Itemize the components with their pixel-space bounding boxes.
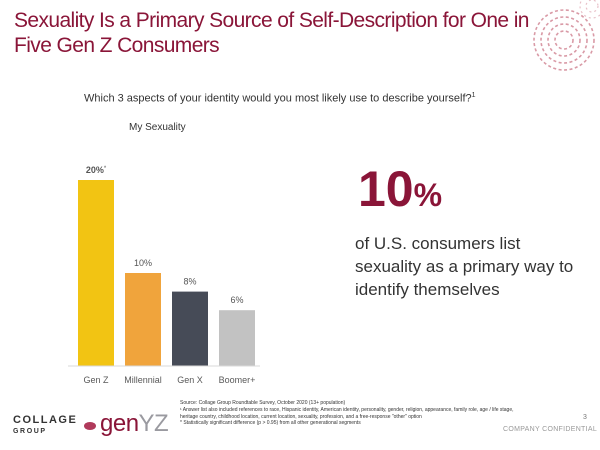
big-stat-number: 10 [358, 161, 414, 217]
collage-group-logo: COLLAGE GROUP [13, 414, 77, 438]
footnotes: Source: Collage Group Roundtable Survey,… [180, 400, 520, 427]
value-label-boomer: 6% [230, 295, 243, 305]
bar-millennial [125, 273, 161, 366]
bar-boomer [219, 310, 255, 366]
bar-chart: 20%* Gen Z 10% Millennial 8% Gen X 6% Boomer+ [68, 165, 260, 385]
genyz-logo-yz: YZ [138, 410, 169, 437]
question-text: Which 3 aspects of your identity would y… [84, 92, 472, 105]
slide-title: Sexuality Is a Primary Source of Self-De… [14, 9, 529, 57]
value-label-gen-x: 8% [183, 277, 196, 287]
survey-question: Which 3 aspects of your identity would y… [84, 92, 476, 105]
big-stat-description: of U.S. consumers list sexuality as a pr… [355, 234, 574, 299]
bar-gen-z [78, 180, 114, 366]
page-number: 3 [583, 414, 587, 421]
chart-title: My Sexuality [129, 122, 186, 133]
decorative-circles-icon [533, 0, 600, 71]
significance-marker: * [104, 166, 107, 172]
genyz-logo-gen: gen [100, 410, 139, 437]
category-label-gen-z: Gen Z [83, 375, 109, 385]
footnote-source: Source: Collage Group Roundtable Survey,… [180, 400, 346, 406]
collage-logo-line2: GROUP [13, 428, 47, 435]
category-label-boomer: Boomer+ [219, 375, 256, 385]
category-label-gen-x: Gen X [177, 375, 203, 385]
category-label-millennial: Millennial [124, 375, 162, 385]
logo-separator-dot-icon [84, 422, 96, 430]
value-label-millennial: 10% [134, 258, 152, 268]
confidential-label: COMPANY CONFIDENTIAL [503, 426, 598, 433]
big-stat: 10% [358, 162, 442, 222]
question-footnote-marker: 1 [471, 92, 476, 99]
big-stat-unit: % [413, 177, 443, 213]
footnote-answer-list: ¹ Answer list also included references t… [180, 406, 514, 420]
footnote-significance: * Statistically significant difference (… [180, 420, 361, 427]
value-label-gen-z: 20%* [86, 165, 107, 175]
collage-logo-line1: COLLAGE [13, 414, 78, 426]
genyz-logo: genYZ [100, 410, 169, 438]
bar-gen-x [172, 291, 208, 366]
